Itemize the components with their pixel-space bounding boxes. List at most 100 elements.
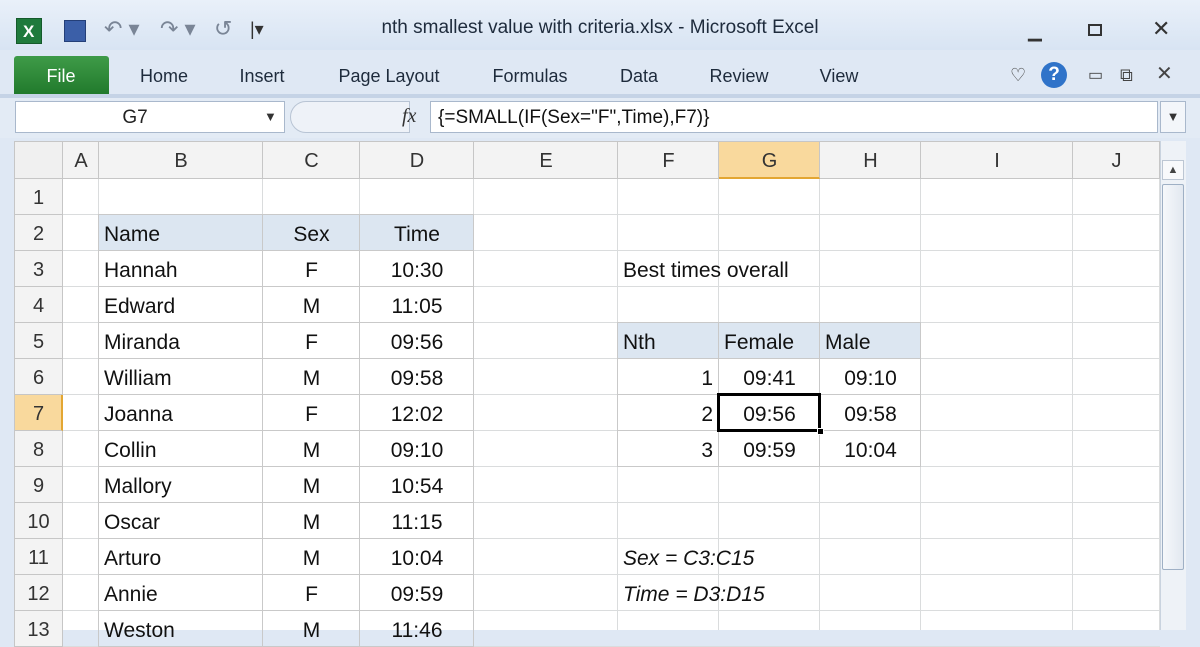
ribbon-collapse[interactable]: ♡ xyxy=(1010,65,1027,85)
doc-minimize[interactable]: ▭ xyxy=(1088,67,1104,84)
row-header xyxy=(14,251,63,287)
results-cell: 09:10 xyxy=(844,367,897,390)
results-header: Female xyxy=(724,331,795,354)
grid-line xyxy=(63,610,1160,611)
results-cell: 09:41 xyxy=(743,367,796,390)
table-cell: 10:04 xyxy=(390,547,444,570)
table-cell: F xyxy=(305,403,318,426)
row-header xyxy=(14,503,63,539)
table-cell: M xyxy=(302,439,321,462)
results-cell: 3 xyxy=(701,439,713,462)
results-cell: 09:59 xyxy=(743,439,796,462)
table-cell: M xyxy=(302,511,321,534)
results-header: Nth xyxy=(623,331,656,354)
ribbon-tab[interactable]: Formulas xyxy=(492,66,568,86)
column-header-label: I xyxy=(994,150,1000,172)
name-box-dropdown[interactable]: ▼ xyxy=(264,109,277,124)
minimize-button[interactable]: ▁ xyxy=(1028,21,1042,41)
results-cell: 09:56 xyxy=(743,403,796,426)
table-cell: 09:56 xyxy=(390,331,444,354)
undo-button[interactable]: ↶ ▾ xyxy=(104,16,140,41)
table-cell: William xyxy=(104,367,172,390)
column-header xyxy=(360,141,474,179)
row-header-label: 4 xyxy=(32,295,45,317)
window-frame xyxy=(1186,141,1200,630)
doc-restore[interactable]: ⧉ xyxy=(1120,65,1133,85)
help-button[interactable]: ? xyxy=(1041,62,1067,88)
results-cell: 09:58 xyxy=(844,403,897,426)
results-cell: 1 xyxy=(701,367,713,390)
repeat-button[interactable]: ↺ xyxy=(214,16,233,41)
row-header xyxy=(14,395,63,431)
formula-bar-splitter xyxy=(290,101,410,133)
table-cell: Miranda xyxy=(104,331,180,354)
redo-button[interactable]: ↷ ▾ xyxy=(160,16,196,41)
table-cell: Edward xyxy=(104,295,176,318)
row-header xyxy=(14,179,63,215)
results-header: Male xyxy=(825,331,871,354)
table-cell: 09:59 xyxy=(390,583,444,606)
row-header xyxy=(14,359,63,395)
table-cell: F xyxy=(305,259,318,282)
qat-menu[interactable]: |▾ xyxy=(250,19,264,39)
column-header-label: H xyxy=(863,150,878,172)
ribbon-tab[interactable]: View xyxy=(819,66,859,86)
table-cell: Joanna xyxy=(104,403,173,426)
grid-line xyxy=(1159,179,1160,630)
column-header xyxy=(618,141,719,179)
row-header xyxy=(14,467,63,503)
ribbon-tab[interactable]: Home xyxy=(139,66,188,86)
column-header-label: B xyxy=(174,150,188,172)
cell-border xyxy=(617,322,719,359)
column-header xyxy=(1073,141,1160,179)
ribbon-tab[interactable]: Review xyxy=(709,66,769,86)
ribbon-tab[interactable]: Page Layout xyxy=(338,66,440,86)
row-header-label: 13 xyxy=(27,619,50,641)
table-header: Time xyxy=(394,223,440,246)
scroll-up[interactable]: ▲ xyxy=(1162,160,1184,180)
table-cell: M xyxy=(302,619,321,642)
ribbon-tab[interactable]: Data xyxy=(619,66,659,86)
ribbon-tab[interactable]: Insert xyxy=(239,66,285,86)
expand-formula[interactable]: ▼ xyxy=(1160,101,1186,133)
table-cell: M xyxy=(302,547,321,570)
named-range-note: Time = D3:D15 xyxy=(623,583,765,606)
row-header xyxy=(14,287,63,323)
close-button[interactable]: ✕ xyxy=(1152,16,1171,41)
grid-line xyxy=(63,286,1160,287)
corner-cell xyxy=(14,141,63,179)
scroll-thumb[interactable] xyxy=(1162,184,1184,570)
doc-close[interactable]: ✕ xyxy=(1156,63,1173,85)
name-box-text: G7 xyxy=(122,107,148,128)
column-header xyxy=(63,141,99,179)
table-cell: 09:10 xyxy=(390,439,444,462)
restore-button[interactable] xyxy=(1088,24,1102,36)
table-cell: 12:02 xyxy=(390,403,444,426)
grid-line xyxy=(63,502,1160,503)
column-header xyxy=(820,141,921,179)
column-header-label: F xyxy=(662,150,675,172)
table-cell: Arturo xyxy=(104,547,162,570)
column-header-label: G xyxy=(761,150,778,172)
grid-line xyxy=(63,394,1160,395)
row-header-label: 6 xyxy=(32,367,45,389)
table-cell: 09:58 xyxy=(390,367,444,390)
table-cell: Collin xyxy=(104,439,157,462)
column-header xyxy=(99,141,263,179)
name-box[interactable] xyxy=(15,101,285,133)
save-button[interactable] xyxy=(64,20,86,42)
column-header xyxy=(474,141,618,179)
row-header-label: 3 xyxy=(32,259,45,281)
grid-line xyxy=(63,538,1160,539)
results-cell: 10:04 xyxy=(844,439,897,462)
row-header-label: 10 xyxy=(27,511,50,533)
column-header xyxy=(921,141,1073,179)
table-cell: Oscar xyxy=(104,511,161,534)
row-header-label: 2 xyxy=(32,223,45,245)
table-cell: Annie xyxy=(104,583,158,606)
ribbon-tab[interactable]: File xyxy=(46,66,76,86)
named-range-note: Sex = C3:C15 xyxy=(623,547,755,570)
insert-function[interactable]: fx xyxy=(402,105,417,127)
formula-box[interactable] xyxy=(430,101,1158,133)
row-header-label: 11 xyxy=(28,547,49,569)
